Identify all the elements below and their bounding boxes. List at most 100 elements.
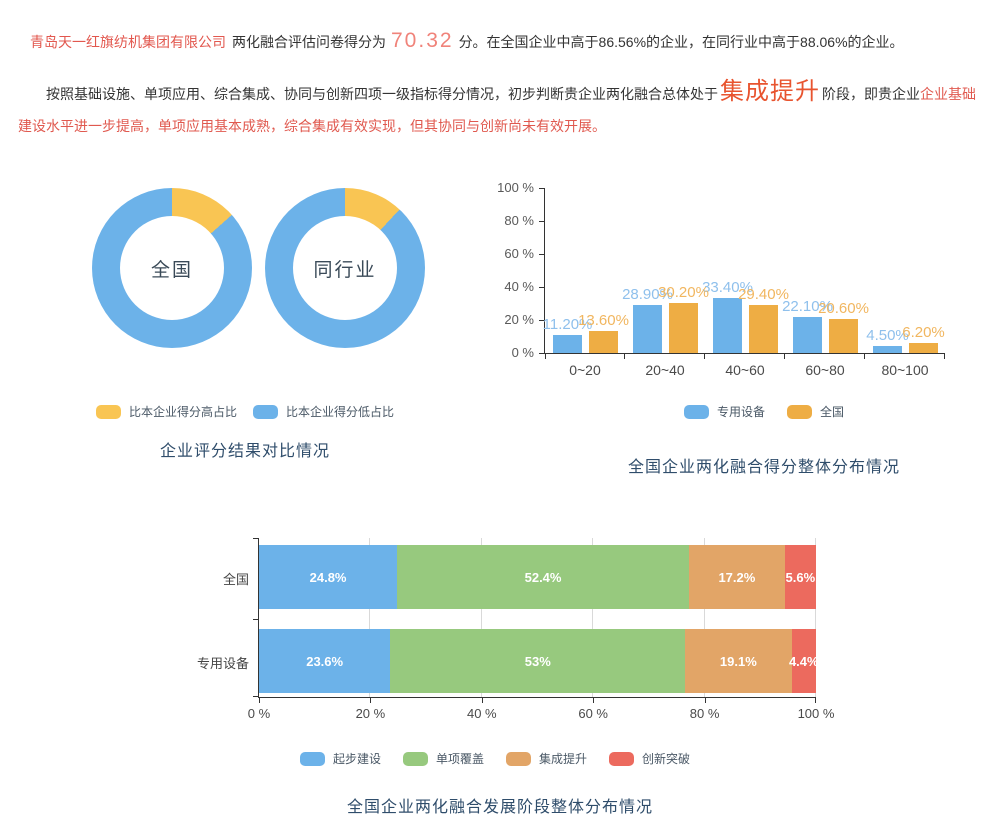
segment-value-label: 53%: [524, 653, 551, 669]
gridline: [815, 538, 816, 697]
x-axis-tick: [545, 353, 546, 359]
y-axis-label: 100 %: [497, 180, 534, 195]
bar-专用设备-60~80[interactable]: [793, 316, 822, 353]
segment-起步建设-专用设备[interactable]: 23.6%: [259, 629, 391, 693]
segment-单项覆盖-全国[interactable]: 52.4%: [397, 545, 689, 609]
segment-value-label: 4.4%: [788, 653, 819, 669]
donut-ring-1[interactable]: 同行业: [265, 188, 425, 348]
segment-单项覆盖-专用设备[interactable]: 53%: [390, 629, 686, 693]
legend-swatch-icon: [299, 751, 325, 766]
bar-value-label: 22.10%: [782, 297, 833, 315]
x-axis-tick: [481, 697, 483, 703]
gridline: [592, 538, 594, 697]
bar-专用设备-40~60[interactable]: [713, 297, 742, 353]
stacked-chart-title: 全国企业两化融合发展阶段整体分布情况: [346, 799, 653, 816]
donut-chart-title: 企业评分结果对比情况: [159, 443, 330, 460]
x-axis-tick: [704, 697, 706, 703]
bar-legend-label: 专用设备: [716, 405, 765, 419]
bar-全国-80~100[interactable]: [909, 342, 938, 353]
bar-专用设备-80~100[interactable]: [873, 345, 902, 353]
bar-全国-40~60[interactable]: [749, 304, 778, 353]
y-axis-tick: [539, 220, 545, 222]
segment-创新突破-专用设备[interactable]: 4.4%: [788, 629, 819, 693]
stack-legend-label: 单项覆盖: [435, 752, 484, 766]
score-prefix: 两化融合评估问卷得分为: [232, 34, 386, 50]
segment-创新突破-全国[interactable]: 5.6%: [784, 545, 816, 609]
analysis-lead: 按照基础设施、单项应用、综合集成、协同与创新四项一级指标得分情况，初步判断贵企业…: [46, 86, 718, 102]
y-axis-label: 20 %: [504, 312, 534, 327]
bar-专用设备-0~20[interactable]: [553, 334, 582, 353]
bar-value-label: 20.60%: [818, 300, 869, 318]
legend-swatch-icon: [402, 751, 428, 766]
bar-专用设备-20~40[interactable]: [633, 305, 662, 353]
donut-legend-item-0[interactable]: 比本企业得分高占比: [95, 403, 237, 420]
y-axis-tick: [253, 619, 259, 620]
x-category-label: 80~100: [881, 362, 929, 378]
bar-legend-label: 全国: [820, 405, 845, 419]
y-axis-tick: [539, 187, 545, 189]
gridline: [369, 538, 371, 697]
stack-row-全国: 24.8% 52.4% 17.2% 5.6%: [259, 545, 816, 609]
segment-value-label: 52.4%: [524, 569, 562, 585]
legend-swatch-icon: [95, 404, 121, 419]
bar-chart-title: 全国企业两化融合得分整体分布情况: [627, 459, 900, 476]
y-axis-tick: [539, 352, 545, 354]
analysis-mid: 阶段，即贵企业: [822, 86, 920, 102]
stack-row-专用设备: 23.6% 53% 19.1% 4.4%: [259, 629, 819, 693]
stack-legend-item-2[interactable]: 集成提升: [506, 750, 587, 767]
x-category-label: 60~80: [805, 362, 845, 378]
x-axis-tick: [259, 697, 260, 703]
stack-legend-item-0[interactable]: 起步建设: [299, 750, 381, 767]
bar-value-label: 6.20%: [902, 323, 945, 341]
donut-ring-0[interactable]: 全国: [92, 188, 252, 348]
y-axis-label: 0 %: [511, 345, 534, 360]
company-name: 青岛天一红旗纺机集团有限公司: [30, 34, 226, 50]
bar-chart-legend: 专用设备 全国: [524, 403, 995, 420]
legend-swatch-icon: [787, 404, 812, 419]
bar-legend-item-0[interactable]: 专用设备: [683, 403, 765, 420]
bar-全国-20~40[interactable]: [669, 303, 698, 353]
segment-起步建设-全国[interactable]: 24.8%: [259, 545, 398, 609]
segment-集成提升-专用设备[interactable]: 19.1%: [685, 629, 792, 693]
score-value: 70.32: [391, 29, 454, 52]
y-axis-tick: [253, 538, 259, 539]
donut-chart: 全国 同行业: [92, 188, 425, 348]
bar-value-label: 13.60%: [578, 311, 629, 329]
x-axis-tick: [370, 697, 372, 703]
y-axis-tick: [253, 696, 259, 697]
stack-legend-item-3[interactable]: 创新突破: [609, 750, 690, 767]
segment-value-label: 17.2%: [718, 569, 756, 585]
x-axis-label: 0 %: [247, 706, 271, 721]
x-axis-label: 100 %: [797, 706, 835, 721]
y-axis-tick: [539, 286, 545, 288]
gridline: [703, 538, 705, 697]
bar-全国-60~80[interactable]: [829, 319, 858, 353]
x-axis-tick: [864, 353, 865, 359]
y-axis-tick: [539, 253, 545, 255]
stack-legend-label: 集成提升: [539, 752, 588, 766]
bar-legend-item-1[interactable]: 全国: [787, 403, 844, 420]
stack-legend-item-1[interactable]: 单项覆盖: [402, 750, 484, 767]
bar-全国-0~20[interactable]: [589, 330, 618, 353]
bar-value-label: 33.40%: [702, 278, 753, 296]
y-axis-label: 60 %: [504, 246, 534, 261]
segment-集成提升-全国[interactable]: 17.2%: [688, 545, 785, 609]
y-axis-tick: [539, 319, 545, 321]
y-axis-label: 40 %: [504, 279, 534, 294]
analysis-tail: 企业基础建设水平进一步提高，单项应用基本成熟，综合集成有效实现，但其协同与创新尚…: [18, 86, 976, 134]
x-axis-tick: [944, 353, 945, 359]
stacked-bar-chart: 24.8% 52.4% 17.2% 5.6% 全国 23.6% 53% 19.1% 4.4% 专用…: [197, 538, 834, 721]
bar-value-label: 28.90%: [622, 286, 673, 304]
y-category-label: 专用设备: [196, 656, 249, 671]
x-axis-label: 80 %: [689, 706, 720, 721]
x-category-label: 20~40: [645, 362, 685, 378]
x-axis-label: 60 %: [578, 706, 608, 721]
donut-legend-item-1[interactable]: 比本企业得分低占比: [253, 403, 394, 420]
legend-swatch-icon: [506, 751, 531, 766]
stacked-chart-legend: 起步建设 单项覆盖 集成提升 创新突破: [0, 750, 990, 767]
x-axis-label: 40 %: [466, 706, 497, 721]
summary-paragraph: 青岛天一红旗纺机集团有限公司 两化融合评估问卷得分为 70.32 分。在全国企业中高于…: [30, 26, 980, 57]
y-category-label: 全国: [222, 572, 249, 587]
bar-value-label: 4.50%: [866, 326, 909, 344]
